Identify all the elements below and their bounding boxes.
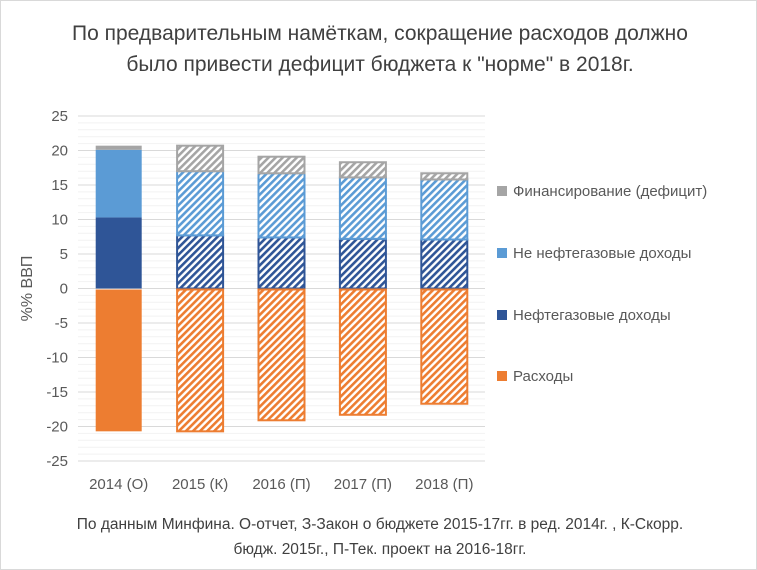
bar-1 (420, 178, 469, 241)
x-tick-label: 2016 (П) (252, 476, 310, 493)
x-tick-label: 2018 (П) (415, 476, 473, 493)
y-tick-label: 15 (51, 177, 68, 194)
y-tick-label: -25 (46, 453, 68, 470)
legend-swatch (497, 310, 507, 320)
bar-1 (176, 170, 225, 237)
bar-3 (420, 288, 469, 405)
y-tick-label: 10 (51, 212, 68, 229)
bar-1 (338, 176, 387, 240)
x-tick-label: 2014 (О) (89, 476, 148, 493)
legend-label: Расходы (513, 368, 573, 385)
chart-title: По предварительным намёткам, сокращение … (72, 22, 688, 76)
x-tick-label: 2017 (П) (334, 476, 392, 493)
y-tick-label: 20 (51, 143, 68, 160)
x-tick-label: 2015 (К) (172, 476, 228, 493)
legend-swatch (497, 186, 507, 196)
bar-0 (338, 161, 387, 179)
y-tick-label: -15 (46, 384, 68, 401)
bar-1 (95, 149, 142, 218)
bar-2 (420, 238, 469, 290)
bar-2 (338, 237, 387, 290)
legend-swatch (497, 371, 507, 381)
legend-label: Нефтегазовые доходы (513, 307, 671, 324)
bar-1 (257, 172, 306, 239)
bar-0 (95, 145, 142, 150)
bar-0 (176, 144, 225, 173)
y-tick-label: -10 (46, 350, 68, 367)
y-tick-label: -5 (55, 315, 68, 332)
y-tick-label: 25 (51, 108, 68, 125)
bar-2 (95, 217, 142, 289)
legend-label: Финансирование (дефицит) (513, 183, 707, 200)
legend-label: Не нефтегазовые доходы (513, 245, 691, 262)
chart-footnote: По данным Минфина. О-отчет, З-Закон о бю… (76, 516, 684, 558)
bar-2 (257, 236, 306, 290)
y-tick-label: 5 (60, 246, 68, 263)
y-tick-label: 0 (60, 281, 68, 298)
bar-2 (176, 234, 225, 290)
bar-3 (338, 288, 387, 416)
bar-0 (257, 155, 306, 175)
y-axis-label: %% ВВП (19, 256, 36, 322)
legend-swatch (497, 248, 507, 258)
bar-3 (257, 288, 306, 422)
bar-3 (176, 288, 225, 433)
y-tick-label: -20 (46, 419, 68, 436)
bar-0 (420, 172, 469, 181)
bar-3 (95, 289, 142, 432)
